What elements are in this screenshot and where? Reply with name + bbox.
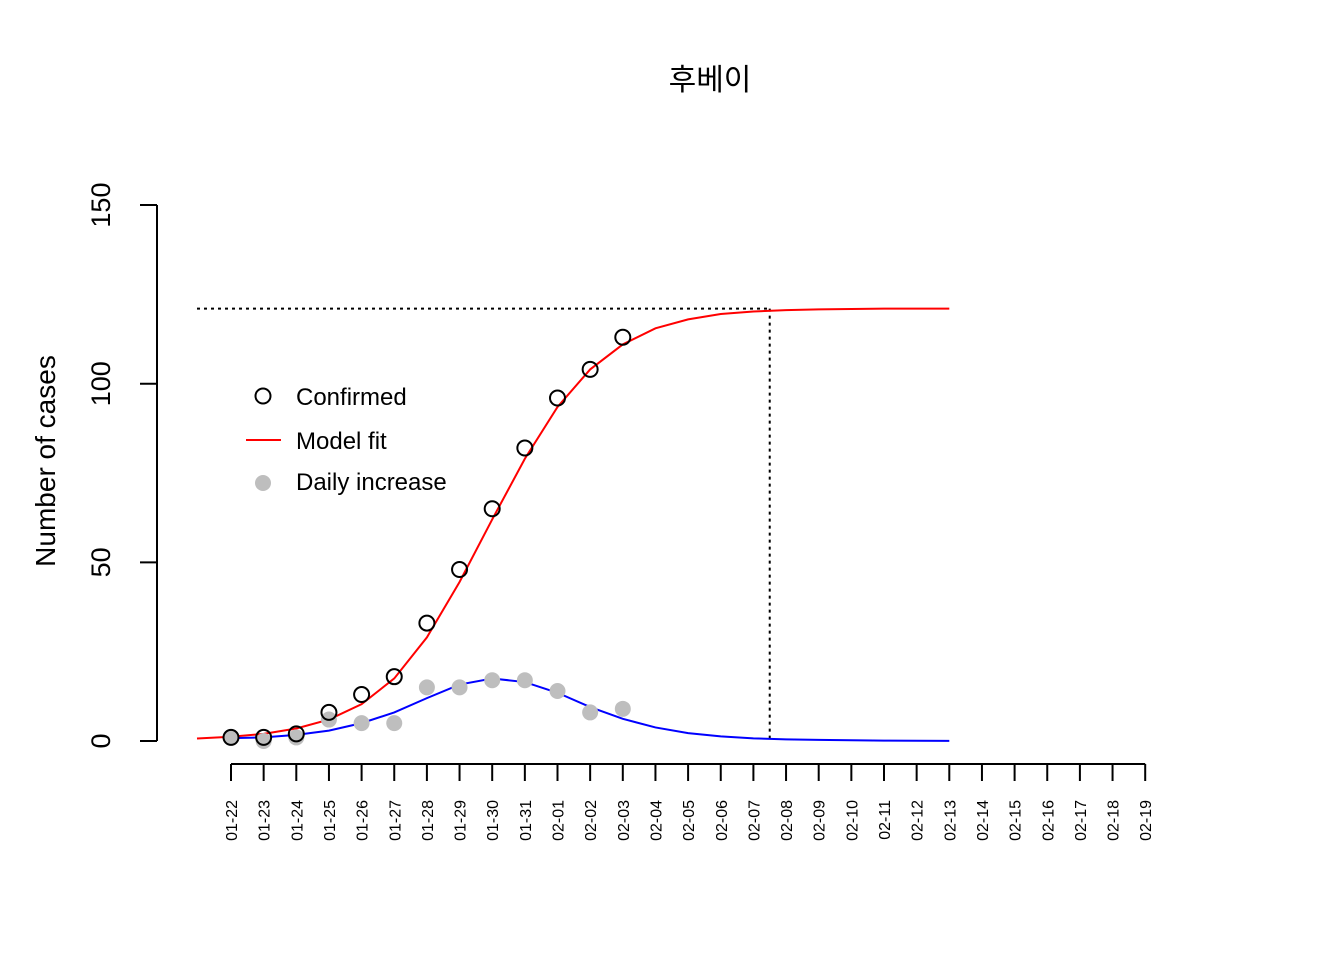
daily-increase-point [582, 704, 599, 721]
x-tick-label: 01-31 [518, 800, 535, 841]
confirmed-point [549, 389, 566, 407]
confirmed-point [353, 686, 371, 704]
chart-title: 후베이 [669, 63, 752, 98]
confirmed-point [483, 500, 501, 518]
daily-increase-point [484, 672, 501, 689]
x-tick-label: 02-04 [648, 800, 665, 841]
x-tick-label: 02-06 [714, 800, 731, 841]
plot-area [196, 307, 950, 749]
x-tick-label: 01-29 [453, 800, 470, 841]
y-tick-label: 50 [86, 547, 116, 577]
x-tick-label: 02-19 [1138, 800, 1155, 841]
confirmed-point [385, 668, 403, 686]
x-tick-label: 02-12 [910, 800, 927, 841]
daily-increase-point [549, 682, 566, 699]
x-tick-label: 02-13 [942, 800, 959, 841]
x-tick-label: 01-23 [257, 800, 274, 841]
x-tick-label: 01-26 [355, 800, 372, 841]
confirmed-point [320, 703, 338, 721]
reference-lines [197, 307, 771, 741]
daily-increase-point [255, 733, 272, 749]
x-tick-label: 02-11 [877, 800, 894, 840]
x-axis: 01-22 01-23 01-24 01-25 01-26 01-27 01-28 01-29… [224, 763, 1155, 841]
legend-symbol-confirmed [254, 387, 272, 405]
x-tick-label: 02-01 [551, 800, 568, 841]
x-tick-label: 02-05 [681, 800, 698, 841]
legend: Confirmed Model fit Daily increase [246, 384, 447, 496]
daily-increase-point [418, 679, 435, 696]
legend-label: Daily increase [296, 469, 447, 496]
x-tick-label: 01-30 [485, 800, 502, 841]
x-tick-label: 02-17 [1073, 800, 1090, 841]
x-tick-label: 02-16 [1040, 800, 1057, 841]
x-tick-label: 02-18 [1106, 800, 1123, 841]
confirmed-point [614, 328, 632, 346]
daily-increase-point [614, 700, 631, 717]
x-tick-label: 02-10 [844, 800, 861, 841]
y-axis: 0 50 100 150 [86, 183, 158, 749]
x-tick-label: 01-25 [322, 800, 339, 841]
x-tick-label: 02-14 [975, 800, 992, 841]
daily-increase-point [451, 679, 468, 696]
legend-label: Model fit [296, 428, 387, 455]
confirmed-point [581, 360, 599, 378]
x-tick-label: 02-02 [583, 800, 600, 841]
confirmed-point [418, 614, 436, 632]
confirmed-point [516, 439, 534, 457]
series-line-model-fit [196, 307, 950, 740]
confirmed-point [222, 728, 240, 746]
daily-increase-point [386, 715, 403, 732]
confirmed-point [255, 728, 273, 746]
x-tick-label: 02-07 [746, 800, 763, 841]
y-tick-label: 0 [86, 733, 116, 748]
confirmed-point [287, 725, 305, 743]
x-tick-label: 02-03 [616, 800, 633, 841]
x-tick-label: 02-15 [1008, 800, 1025, 841]
confirmed-point [451, 560, 469, 578]
x-tick-label: 02-08 [779, 800, 796, 841]
y-tick-label: 150 [86, 183, 116, 228]
x-tick-label: 01-28 [420, 800, 437, 841]
x-tick-label: 01-22 [224, 800, 241, 841]
y-axis-label: Number of cases [30, 355, 61, 567]
x-tick-label: 01-27 [387, 800, 404, 841]
daily-increase-point [223, 729, 239, 746]
daily-increase-point [288, 729, 305, 746]
y-tick-label: 100 [86, 361, 116, 406]
x-tick-label: 01-24 [289, 800, 306, 841]
daily-increase-point [516, 672, 533, 689]
x-tick-label: 02-09 [812, 800, 829, 841]
legend-symbol-daily-increase [255, 475, 271, 491]
daily-increase-point [353, 715, 370, 732]
legend-label: Confirmed [296, 384, 407, 411]
